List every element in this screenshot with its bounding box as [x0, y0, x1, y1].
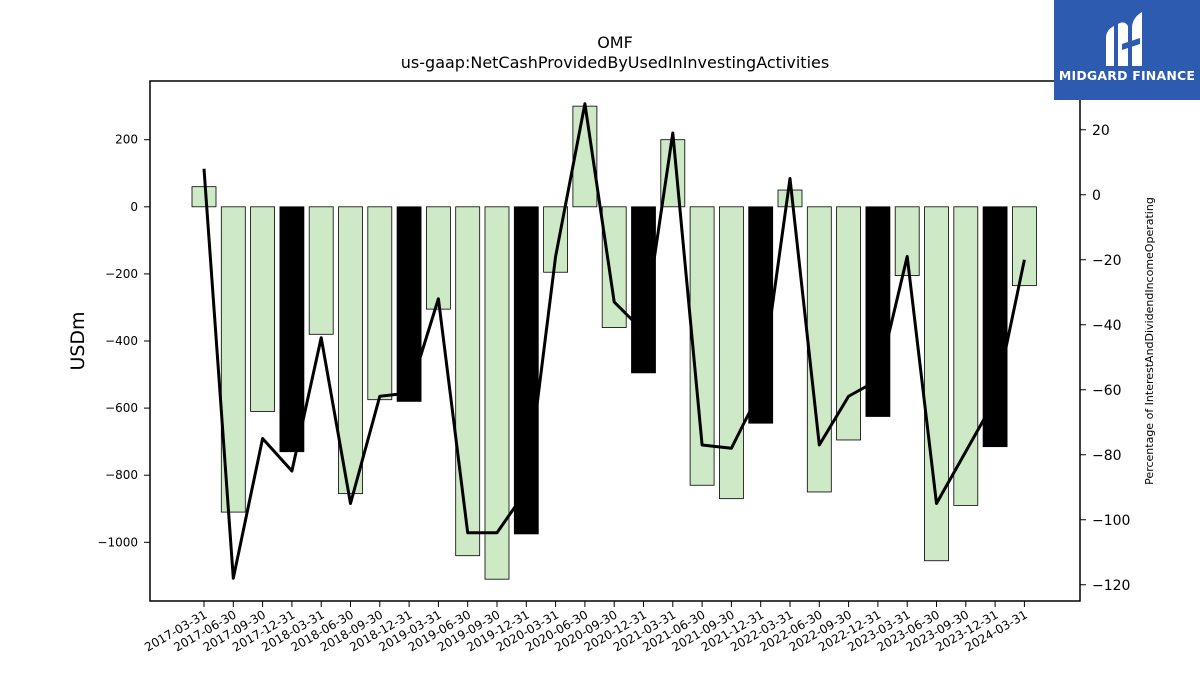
- bar-2020-12-31: [631, 206, 656, 374]
- bar-2022-06-30: [806, 206, 832, 493]
- bar-2021-09-30: [719, 206, 744, 500]
- bar-2017-09-30: [250, 206, 276, 412]
- y2-tick-label: −20: [1092, 253, 1122, 269]
- y-axis-label: USDm: [67, 311, 89, 370]
- bar-2023-12-31: [982, 206, 1008, 448]
- bar-2024-03-31: [1012, 206, 1037, 287]
- y-axis-right: 20 0 −20 −40 −60 −80 −100 −120: [1080, 123, 1130, 594]
- y-axis-left: 200 0 −200 −400 −600 −800 −1000: [97, 133, 150, 549]
- bar-2020-09-30: [601, 206, 627, 328]
- y2-tick-label: 20: [1092, 123, 1110, 139]
- chart-subtitle: us-gaap:NetCashProvidedByUsedInInvesting…: [401, 53, 829, 72]
- y-tick-label: −400: [105, 334, 138, 348]
- y-tick-label: −1000: [97, 535, 138, 549]
- bar-2019-09-30: [484, 206, 510, 580]
- bar-2022-09-30: [836, 206, 861, 441]
- y2-tick-label: −80: [1092, 448, 1122, 464]
- y-tick-label: −200: [105, 267, 138, 281]
- bar-2023-09-30: [953, 206, 979, 506]
- y-tick-label: −800: [105, 468, 138, 482]
- bar-2018-06-30: [338, 206, 363, 495]
- line-group: [202, 102, 1026, 580]
- y-tick-label: −600: [105, 401, 138, 415]
- logo-text: MIDGARD FINANCE: [1058, 68, 1196, 83]
- y2-tick-label: 0: [1092, 188, 1101, 204]
- bar-2018-09-30: [367, 206, 393, 401]
- bar-2023-06-30: [924, 206, 949, 562]
- bar-2022-03-31: [777, 189, 803, 208]
- midgard-logo-icon: [1106, 12, 1142, 66]
- percentage-line: [202, 102, 1026, 580]
- y2-tick-label: −120: [1092, 578, 1130, 594]
- y-tick-label: 0: [130, 200, 138, 214]
- brand-logo: MIDGARD FINANCE: [1054, 0, 1200, 100]
- bar-group: [191, 105, 1037, 580]
- y2-tick-label: −60: [1092, 383, 1122, 399]
- bar-2019-03-31: [425, 206, 451, 310]
- bar-2018-12-31: [396, 206, 422, 402]
- bar-2019-06-30: [455, 206, 481, 557]
- y2-axis-label: Percentage of InterestAndDividendIncomeO…: [1143, 197, 1156, 485]
- y2-tick-label: −100: [1092, 513, 1130, 529]
- bar-2018-03-31: [308, 206, 334, 335]
- chart-title: OMF: [597, 33, 633, 52]
- bar-2017-12-31: [279, 206, 305, 453]
- y-tick-label: 200: [115, 133, 138, 147]
- y2-tick-label: −40: [1092, 318, 1122, 334]
- x-axis: 2017-03-312017-06-302017-09-302017-12-31…: [142, 601, 1030, 654]
